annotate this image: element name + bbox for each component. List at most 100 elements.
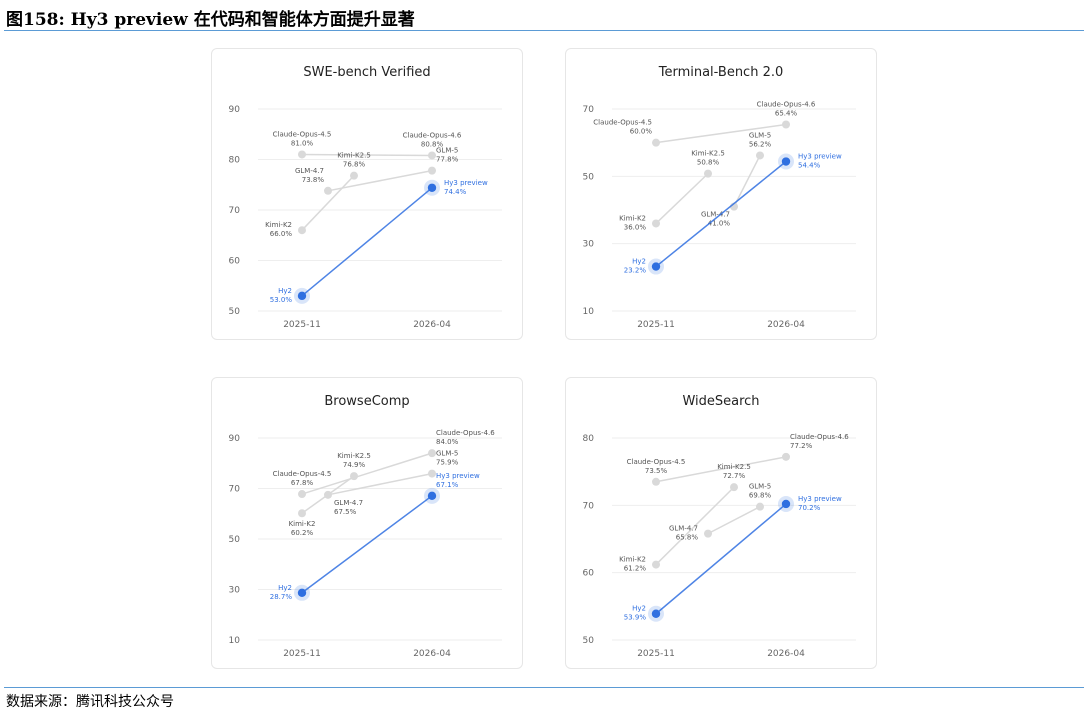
- y-tick-label: 70: [583, 501, 595, 511]
- data-point-glm-4-7: [704, 529, 712, 538]
- point-value-claude-opus-4-6: 77.2%: [790, 442, 813, 450]
- point-label-kimi-k2-5: Kimi-K2.5: [337, 452, 371, 460]
- series-line-claude-opus: [301, 452, 433, 495]
- point-label-glm-5: GLM-5: [436, 450, 458, 458]
- y-tick-label: 80: [583, 434, 595, 444]
- data-point-glm-5: [428, 469, 436, 478]
- point-label-hy3-preview: Hy3 preview: [798, 495, 842, 503]
- point-label-hy2: Hy2: [632, 258, 646, 266]
- data-point-glm-5: [428, 166, 436, 175]
- data-point-kimi-k2: [652, 219, 660, 228]
- point-value-claude-opus-4-5: 73.5%: [645, 467, 668, 475]
- chart-title: Terminal-Bench 2.0: [658, 65, 784, 80]
- chart-panel-swe-bench: SWE-bench Verified 50 60 70 80 90 2025-11 2026…: [211, 48, 523, 340]
- point-value-kimi-k2-5: 76.8%: [343, 161, 366, 169]
- series-line-glm: [733, 155, 761, 207]
- point-value-glm-5: 56.2%: [749, 140, 772, 148]
- point-label-claude-opus-4-5: Claude-Opus-4.5: [273, 130, 332, 138]
- point-value-hy3-preview: 54.4%: [798, 162, 821, 170]
- point-value-glm-4-7: 73.8%: [302, 176, 325, 184]
- y-tick-label: 10: [583, 307, 595, 317]
- point-value-kimi-k2: 60.2%: [291, 529, 314, 537]
- point-value-kimi-k2-5: 72.7%: [723, 472, 746, 480]
- top-rule: [4, 30, 1084, 31]
- point-value-claude-opus-4-5: 81.0%: [291, 139, 314, 147]
- point-label-glm-4-7: GLM-4.7: [334, 499, 363, 507]
- series-line-kimi: [655, 486, 735, 566]
- point-value-glm-5: 77.8%: [436, 156, 459, 164]
- x-tick-label: 2026-04: [413, 649, 451, 659]
- point-label-kimi-k2-5: Kimi-K2.5: [337, 152, 371, 160]
- series-line-glm: [327, 472, 433, 496]
- point-label-hy2: Hy2: [278, 584, 292, 592]
- data-point-kimi-k2: [298, 226, 306, 235]
- point-value-hy3-preview: 70.2%: [798, 504, 821, 512]
- chart-title: SWE-bench Verified: [303, 65, 431, 80]
- data-point-hy2: [651, 609, 661, 618]
- series-line-glm: [707, 506, 761, 535]
- point-value-hy3-preview: 67.1%: [436, 481, 459, 489]
- point-value-claude-opus-4-5: 60.0%: [630, 128, 653, 136]
- point-label-glm-4-7: GLM-4.7: [669, 525, 698, 533]
- point-label-claude-opus-4-6: Claude-Opus-4.6: [790, 433, 849, 441]
- data-point-claude-opus-4-5: [298, 150, 306, 159]
- series-line-hy: [655, 503, 787, 615]
- y-tick-label: 10: [229, 636, 241, 646]
- y-tick-label: 60: [229, 257, 241, 267]
- y-tick-label: 50: [583, 172, 595, 182]
- point-label-claude-opus-4-5: Claude-Opus-4.5: [627, 458, 686, 466]
- series-line-hy: [655, 160, 787, 268]
- point-value-glm-4-7: 41.0%: [708, 220, 731, 228]
- data-point-kimi-k2: [298, 509, 306, 518]
- x-tick-label: 2026-04: [413, 320, 451, 330]
- data-point-kimi-k2-5: [350, 472, 358, 481]
- x-tick-label: 2025-11: [637, 320, 675, 330]
- y-tick-label: 80: [229, 156, 241, 166]
- data-point-glm-5: [756, 502, 764, 511]
- x-tick-label: 2025-11: [283, 649, 321, 659]
- series-line-claude-opus: [655, 123, 787, 144]
- point-label-kimi-k2: Kimi-K2: [265, 221, 292, 229]
- point-value-kimi-k2: 66.0%: [270, 230, 293, 238]
- series-line-hy: [301, 187, 433, 297]
- y-tick-label: 90: [229, 105, 241, 115]
- point-label-glm-5: GLM-5: [749, 483, 771, 491]
- y-tick-label: 50: [583, 636, 595, 646]
- point-label-glm-4-7: GLM-4.7: [295, 167, 324, 175]
- point-value-hy3-preview: 74.4%: [444, 188, 467, 196]
- y-tick-label: 90: [229, 434, 241, 444]
- data-point-kimi-k2: [652, 560, 660, 569]
- series-line-hy: [301, 495, 433, 594]
- data-point-claude-opus-4-5: [298, 490, 306, 499]
- point-label-hy3-preview: Hy3 preview: [436, 472, 480, 480]
- y-tick-label: 70: [229, 206, 241, 216]
- point-value-glm-4-7: 65.8%: [676, 534, 699, 542]
- point-label-hy3-preview: Hy3 preview: [798, 153, 842, 161]
- chart-svg-widesearch: 50 60 70 80 2025-11 2026-04 Claude-Opus-4.573.…: [583, 433, 856, 659]
- point-value-kimi-k2: 36.0%: [624, 223, 647, 231]
- series-line-claude-opus: [301, 153, 433, 157]
- series-line-claude-opus: [655, 456, 787, 483]
- point-value-hy2: 53.9%: [624, 614, 647, 622]
- point-value-glm-4-7: 67.5%: [334, 508, 357, 516]
- data-point-claude-opus-4-5: [652, 138, 660, 147]
- bottom-rule: [4, 687, 1084, 688]
- point-value-kimi-k2-5: 74.9%: [343, 461, 366, 469]
- point-label-hy2: Hy2: [278, 287, 292, 295]
- y-tick-label: 60: [583, 569, 595, 579]
- y-tick-label: 30: [229, 586, 241, 596]
- y-tick-label: 70: [583, 105, 595, 115]
- data-point-hy2: [297, 588, 307, 597]
- figure-title: 图158: Hy3 preview 在代码和智能体方面提升显著: [6, 10, 415, 30]
- point-label-glm-4-7: GLM-4.7: [701, 211, 730, 219]
- point-value-claude-opus-4-6: 84.0%: [436, 438, 459, 446]
- point-value-kimi-k2-5: 50.8%: [697, 159, 720, 167]
- data-point-kimi-k2-5: [350, 171, 358, 180]
- chart-title: BrowseComp: [324, 394, 410, 409]
- point-value-hy2: 28.7%: [270, 593, 293, 601]
- point-value-claude-opus-4-5: 67.8%: [291, 479, 314, 487]
- chart-panel-browsecomp: BrowseComp 10 30 50 70 90 2025-11 2026-04 Claud…: [211, 377, 523, 669]
- chart-title: WideSearch: [682, 394, 760, 409]
